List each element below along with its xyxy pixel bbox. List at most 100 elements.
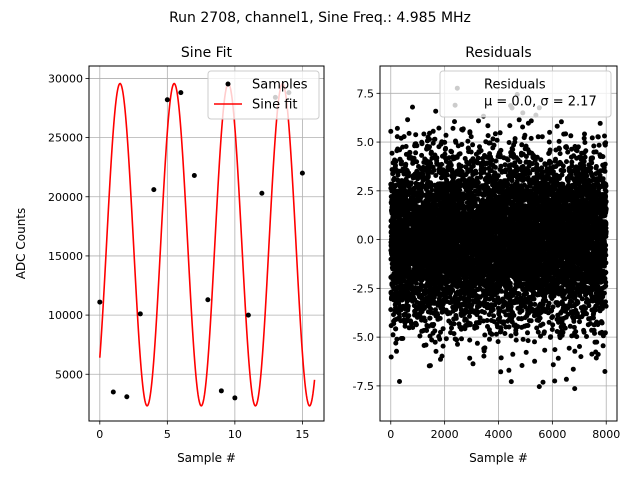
residual-point (467, 321, 473, 327)
residual-point (411, 155, 417, 161)
sine-fit-xlabel: Sample # (177, 451, 236, 465)
residual-point (396, 311, 402, 316)
residual-point (429, 187, 435, 193)
residual-point (428, 160, 434, 166)
sample-point (97, 299, 103, 305)
residual-point (426, 165, 432, 170)
residual-point (431, 167, 437, 173)
sample-point (299, 170, 305, 176)
residual-point (519, 363, 525, 368)
residual-point (419, 141, 425, 147)
residual-point (391, 321, 397, 327)
residual-point (482, 310, 487, 315)
residual-point (450, 125, 456, 131)
x-tick-label: 15 (295, 428, 309, 441)
y-tick-label: 20000 (48, 191, 83, 204)
residual-point (520, 124, 526, 130)
residual-point (506, 367, 512, 373)
residual-point (406, 130, 412, 136)
y-tick-label: 10000 (48, 309, 83, 322)
residual-point (413, 132, 419, 138)
residual-point (499, 288, 504, 294)
residual-point (394, 134, 400, 140)
residual-point (397, 379, 402, 384)
residual-point (459, 142, 465, 147)
residual-point (424, 328, 430, 333)
residual-point (491, 313, 497, 319)
residual-point (407, 150, 413, 156)
residual-point (389, 150, 395, 156)
residual-point (417, 333, 423, 339)
sine-fit-plot-area (97, 82, 316, 407)
residual-point (481, 353, 487, 359)
residual-point (427, 144, 432, 150)
residual-point (468, 149, 474, 155)
residual-point (457, 187, 463, 193)
residual-point (459, 336, 464, 342)
residual-point (405, 117, 411, 123)
residual-point (401, 134, 407, 140)
residual-point (454, 337, 460, 343)
residual-point (508, 379, 514, 385)
residual-point (455, 341, 460, 347)
residual-point (511, 312, 517, 318)
residual-point (403, 161, 409, 167)
residual-point (482, 166, 488, 172)
residual-point (502, 331, 508, 336)
sample-point (164, 97, 170, 103)
residual-point (519, 308, 525, 314)
residual-point (431, 322, 437, 327)
sample-point (151, 187, 157, 193)
residual-point (427, 363, 433, 369)
sine-fit-title: Sine Fit (181, 45, 233, 61)
residual-point (440, 343, 446, 349)
residual-point (419, 152, 425, 158)
residual-point (391, 312, 396, 318)
y-tick-label: 25000 (48, 132, 83, 145)
sample-point (259, 190, 265, 196)
residual-point (388, 354, 394, 360)
residual-point (490, 307, 496, 313)
residual-point (436, 125, 442, 131)
residual-point (493, 158, 499, 164)
legend-samples-label: Samples (252, 78, 308, 93)
residual-point (451, 321, 457, 327)
residual-point (388, 128, 394, 134)
sample-point (110, 389, 116, 395)
residual-point (491, 142, 497, 148)
residual-point (475, 155, 481, 161)
residual-point (498, 327, 504, 333)
residual-point (467, 313, 472, 319)
residual-point (452, 119, 457, 125)
x-tick-label: 0 (96, 428, 103, 441)
residual-point (468, 134, 474, 140)
residual-point (457, 151, 463, 157)
residual-point (413, 322, 419, 328)
residual-point (393, 326, 399, 332)
residual-point (494, 137, 500, 143)
residual-point (393, 340, 399, 346)
residual-point (519, 142, 525, 148)
y-tick-label: 15000 (48, 250, 83, 263)
residual-point (432, 328, 438, 334)
residual-point (442, 151, 448, 157)
residual-point (410, 104, 415, 110)
legend-samples-marker (225, 81, 231, 87)
residual-point (476, 118, 481, 124)
residual-point (388, 307, 394, 313)
residual-point (443, 132, 449, 138)
residual-point (414, 143, 420, 149)
residual-point (482, 345, 488, 351)
residual-point (433, 108, 439, 114)
residual-point (429, 155, 435, 161)
residual-point (484, 318, 490, 323)
residual-point (406, 173, 412, 179)
residual-point (395, 172, 401, 178)
residual-point (482, 332, 488, 338)
residual-point (470, 361, 476, 367)
residual-point (437, 336, 443, 342)
sine-fit-legend: Samples Sine fit (207, 70, 320, 120)
residual-point (485, 133, 491, 139)
suptitle: Run 2708, channel1, Sine Freq.: 4.985 MH… (169, 10, 471, 26)
